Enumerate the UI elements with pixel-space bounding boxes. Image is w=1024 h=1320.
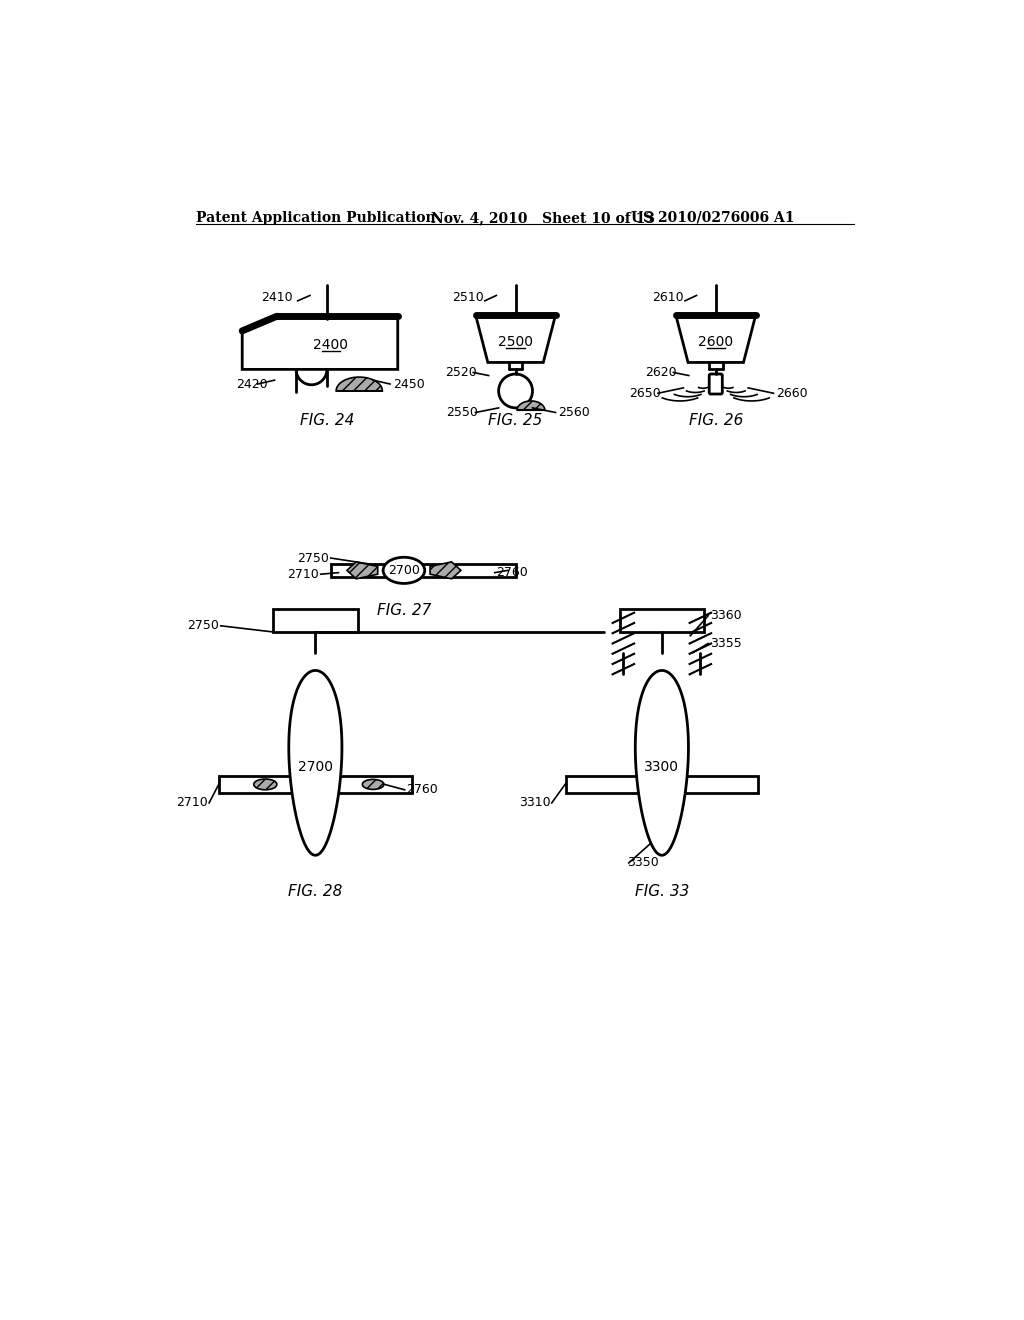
Text: 2550: 2550 (446, 407, 478, 418)
Text: 2520: 2520 (444, 366, 476, 379)
Polygon shape (475, 314, 556, 363)
Ellipse shape (362, 779, 384, 789)
Bar (331, 564, 515, 577)
Text: 3350: 3350 (628, 857, 659, 870)
FancyBboxPatch shape (710, 374, 722, 395)
Text: 2600: 2600 (698, 335, 733, 348)
Text: 2750: 2750 (297, 552, 330, 565)
Text: 2610: 2610 (652, 290, 684, 304)
Text: FIG. 26: FIG. 26 (688, 413, 743, 428)
Text: 3355: 3355 (710, 638, 741, 649)
Text: 2660: 2660 (776, 387, 808, 400)
Polygon shape (289, 671, 342, 855)
Text: 2560: 2560 (558, 407, 590, 418)
Text: 2700: 2700 (298, 760, 333, 774)
Text: 2510: 2510 (453, 290, 484, 304)
Polygon shape (243, 317, 397, 370)
Text: 2500: 2500 (498, 335, 534, 348)
Text: 2700: 2700 (388, 564, 420, 577)
Text: FIG. 28: FIG. 28 (288, 884, 343, 899)
Text: US 2010/0276006 A1: US 2010/0276006 A1 (631, 211, 795, 224)
Text: FIG. 25: FIG. 25 (488, 413, 543, 428)
Polygon shape (517, 401, 545, 411)
Text: 2650: 2650 (630, 387, 662, 400)
Text: 2760: 2760 (407, 783, 438, 796)
Text: FIG. 24: FIG. 24 (300, 413, 354, 428)
Polygon shape (635, 671, 688, 855)
Bar (565, 776, 758, 793)
Polygon shape (430, 562, 461, 579)
Bar (620, 609, 705, 632)
Circle shape (499, 374, 532, 408)
Text: 2400: 2400 (313, 338, 348, 351)
Text: 2750: 2750 (187, 619, 219, 632)
Polygon shape (676, 314, 756, 363)
Text: 2620: 2620 (645, 366, 677, 379)
Polygon shape (347, 562, 378, 579)
Polygon shape (336, 378, 382, 391)
Text: FIG. 27: FIG. 27 (377, 603, 431, 618)
Text: 2710: 2710 (288, 568, 319, 581)
Text: 2420: 2420 (237, 378, 267, 391)
Text: 2710: 2710 (176, 796, 208, 809)
Text: 3310: 3310 (518, 796, 550, 809)
Text: 2450: 2450 (393, 378, 425, 391)
Ellipse shape (254, 779, 276, 789)
Text: FIG. 33: FIG. 33 (635, 884, 689, 899)
Ellipse shape (383, 557, 425, 583)
Text: 2760: 2760 (497, 566, 528, 579)
Bar (219, 776, 412, 793)
Text: 3360: 3360 (710, 610, 741, 622)
Text: Patent Application Publication: Patent Application Publication (196, 211, 435, 224)
Bar (273, 609, 357, 632)
Text: 2410: 2410 (261, 290, 293, 304)
Text: Nov. 4, 2010   Sheet 10 of 13: Nov. 4, 2010 Sheet 10 of 13 (431, 211, 655, 224)
Text: 3300: 3300 (644, 760, 679, 774)
